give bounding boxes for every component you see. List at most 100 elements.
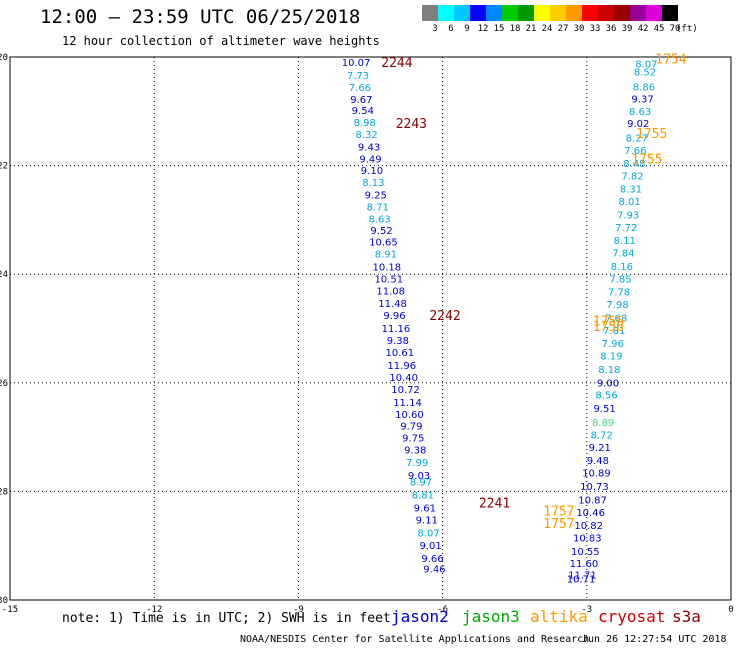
data-point-jason3: 7.82: [621, 171, 643, 182]
data-point-jason2: 9.38: [404, 446, 426, 457]
data-point-jason3: 10.71: [567, 574, 596, 585]
pass-label: 1755: [631, 153, 662, 168]
x-tick-label: -12: [146, 605, 162, 615]
footer-timestamp: Jun 26 12:27:54 UTC 2018: [582, 634, 727, 645]
data-point-jason3: 10.46: [576, 508, 605, 519]
data-point-jason2: 8.97: [410, 478, 432, 489]
color-swatch: [662, 5, 678, 21]
data-point-jason2: 10.07: [342, 58, 371, 69]
data-point-jason3: 8.63: [629, 107, 651, 118]
data-point-jason2: 9.66: [421, 554, 443, 565]
data-point-jason2: 9.79: [400, 422, 422, 433]
color-swatch: [646, 5, 662, 21]
data-point-jason3: 7.96: [602, 339, 624, 350]
footer-credit: NOAA/NESDIS Center for Satellite Applica…: [240, 634, 590, 645]
data-point-jason3: 9.37: [631, 94, 653, 105]
data-point-jason2: 11.96: [387, 361, 416, 372]
data-point-jason2: 10.51: [374, 275, 403, 286]
color-scale-label: 15: [493, 24, 505, 34]
pass-label: 1757: [543, 504, 574, 519]
data-point-jason3: 7.72: [615, 223, 637, 234]
color-swatch: [518, 5, 534, 21]
color-scale-unit: (ft): [676, 24, 698, 34]
pass-label: 2241: [479, 496, 510, 511]
color-scale-label: 21: [525, 24, 537, 34]
color-scale-label: 42: [637, 24, 649, 34]
data-point-jason2: 9.75: [402, 434, 424, 445]
color-scale-label: 18: [509, 24, 521, 34]
y-tick-label: -22: [0, 162, 8, 172]
pass-label: 1755: [636, 127, 667, 142]
data-point-jason3: 9.02: [627, 119, 649, 130]
color-scale-label: 70: [669, 24, 681, 34]
data-point-jason2: 9.96: [383, 311, 405, 322]
satellite-legend-jason2: jason2: [391, 607, 449, 626]
y-tick-label: -26: [0, 379, 8, 389]
color-swatch: [614, 5, 630, 21]
y-tick-label: -24: [0, 270, 8, 280]
color-scale-label: 39: [621, 24, 633, 34]
color-scale-label: 45: [653, 24, 665, 34]
data-point-jason2: 8.81: [412, 491, 434, 502]
data-point-jason3: 8.86: [633, 82, 655, 93]
data-point-jason3: 7.81: [603, 326, 625, 337]
pass-label: 1754: [655, 53, 686, 68]
data-point-jason3: 9.00: [597, 378, 619, 389]
data-point-jason3: 10.83: [573, 534, 602, 545]
data-point-jason3: 10.87: [578, 496, 607, 507]
plot-frame: [9, 56, 732, 601]
footer-note: note: 1) Time is in UTC; 2) SWH is in fe…: [62, 611, 391, 626]
data-point-jason2: 9.11: [416, 516, 438, 527]
data-point-jason3: 8.72: [591, 430, 613, 441]
color-scale-label: 9: [464, 24, 470, 34]
data-point-jason2: 9.54: [352, 106, 374, 117]
color-scale-label: 33: [589, 24, 601, 34]
data-point-jason2: 9.67: [350, 95, 372, 106]
data-point-jason2: 11.48: [378, 299, 407, 310]
data-point-jason2: 9.52: [370, 226, 392, 237]
color-scale-label: 6: [448, 24, 454, 34]
data-point-jason3: 8.01: [618, 197, 640, 208]
data-point-jason2: 8.13: [362, 178, 384, 189]
data-point-jason2: 9.25: [365, 190, 387, 201]
data-point-jason3: 9.21: [589, 443, 611, 454]
data-point-jason3: 8.27: [626, 133, 648, 144]
data-point-jason2: 8.98: [354, 118, 376, 129]
color-scale-label: 27: [557, 24, 569, 34]
color-scale-label: 3: [432, 24, 438, 34]
data-point-jason3: 7.68: [605, 314, 627, 325]
data-point-jason2: 10.65: [369, 238, 398, 249]
data-point-jason3: 10.89: [582, 468, 611, 479]
data-point-jason3: 11.71: [568, 570, 597, 581]
data-point-jason3: 8.52: [634, 68, 656, 79]
data-point-jason2: 10.18: [373, 263, 402, 274]
data-point-jason3: 8.07: [635, 60, 657, 71]
data-point-jason3: 8.18: [598, 365, 620, 376]
data-point-jason3: 8.11: [614, 236, 636, 247]
y-tick-label: -20: [0, 53, 8, 63]
data-point-jason2: 8.07: [418, 529, 440, 540]
pass-label: 1757: [543, 517, 574, 532]
data-point-jason3: 7.98: [606, 300, 628, 311]
pass-label: 2244: [381, 56, 412, 71]
data-point-jason2: 10.40: [389, 373, 418, 384]
color-swatch: [502, 5, 518, 21]
data-point-jason3: 10.73: [580, 482, 609, 493]
data-point-jason3: 7.85: [609, 275, 631, 286]
data-point-jason2: 8.91: [375, 250, 397, 261]
data-point-jason2: 9.01: [419, 541, 441, 552]
data-point-jason2: 11.14: [393, 398, 422, 409]
data-point-jason2: 8.32: [356, 130, 378, 141]
data-point-jason2: 7.99: [406, 458, 428, 469]
color-swatch: [534, 5, 550, 21]
color-swatch: [438, 5, 454, 21]
color-swatch: [454, 5, 470, 21]
data-point-jason3: 7.78: [608, 288, 630, 299]
color-scale-label: 12: [477, 24, 489, 34]
data-point-jason2: 9.49: [359, 155, 381, 166]
data-point-jason3: 7.84: [612, 248, 634, 259]
data-point-jason3: 9.51: [593, 404, 615, 415]
data-point-jason2: 8.71: [367, 202, 389, 213]
data-point-jason2: 10.61: [386, 348, 415, 359]
data-point-jason2: 9.43: [358, 143, 380, 154]
